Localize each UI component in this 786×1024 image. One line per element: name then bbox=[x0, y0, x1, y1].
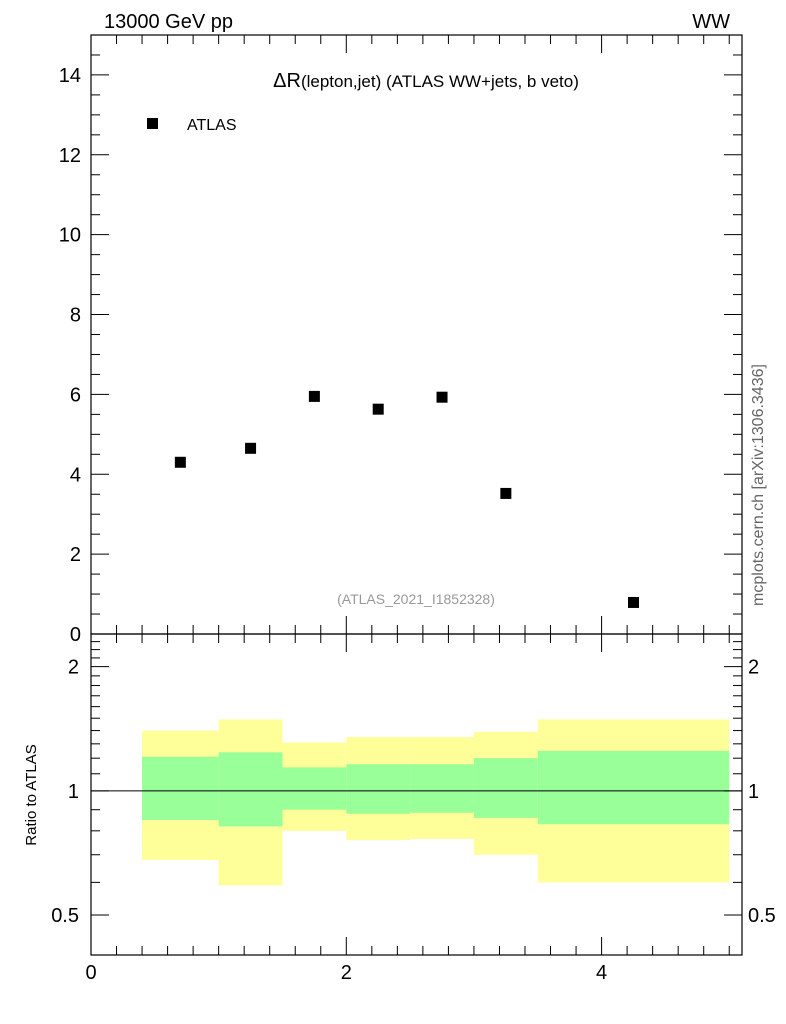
ratio-inner-band-2 bbox=[282, 767, 347, 810]
atlas-data-points bbox=[174, 390, 639, 608]
ratio-y-tick-label-right: 1 bbox=[748, 781, 759, 803]
main-axis-ticks: 0 2 4 6 8 10 12 14 bbox=[59, 34, 742, 646]
data-point bbox=[245, 442, 257, 454]
x-tick-label: 0 bbox=[85, 962, 96, 984]
ratio-y-tick-label-left: 0.5 bbox=[51, 905, 79, 927]
ratio-inner-band-3 bbox=[346, 764, 411, 814]
data-point bbox=[436, 391, 448, 403]
x-axis-ticks: 0 2 4 bbox=[85, 35, 730, 984]
ratio-axis-ticks: 0.5 0.5 1 1 2 2 bbox=[51, 641, 776, 956]
data-point bbox=[500, 487, 512, 499]
source-side-label: mcplots.cern.ch [arXiv:1306.3436] bbox=[750, 364, 767, 606]
main-y-tick-label: 14 bbox=[59, 65, 81, 87]
main-y-tick-label: 4 bbox=[70, 464, 81, 486]
main-y-tick-label: 2 bbox=[70, 544, 81, 566]
ratio-inner-band-1 bbox=[218, 752, 283, 827]
x-tick-label: 4 bbox=[596, 962, 607, 984]
title-rest: (ATLAS WW+jets, b veto) bbox=[381, 72, 579, 91]
energy-label: 13000 GeV pp bbox=[104, 11, 233, 33]
chart-title: ΔR(lepton,jet) (ATLAS WW+jets, b veto) bbox=[273, 70, 579, 92]
ratio-y-tick-label-right: 2 bbox=[748, 657, 759, 679]
analysis-watermark: (ATLAS_2021_I1852328) bbox=[337, 591, 495, 607]
data-point bbox=[372, 403, 384, 415]
data-point bbox=[308, 390, 320, 402]
main-y-tick-label: 0 bbox=[70, 624, 81, 646]
ratio-inner-band-4 bbox=[410, 764, 474, 813]
ratio-y-tick-label-left: 2 bbox=[68, 657, 79, 679]
data-point bbox=[174, 456, 186, 468]
main-y-tick-label: 8 bbox=[70, 305, 81, 327]
x-tick-label: 2 bbox=[341, 962, 352, 984]
main-y-tick-label: 12 bbox=[59, 145, 81, 167]
main-y-tick-label: 6 bbox=[70, 384, 81, 406]
legend-label-atlas: ATLAS bbox=[187, 117, 237, 134]
ratio-inner-band-5 bbox=[473, 758, 538, 818]
ratio-plot-frame bbox=[90, 633, 743, 956]
process-label: WW bbox=[692, 11, 730, 33]
legend-marker-atlas bbox=[147, 118, 158, 129]
main-y-tick-label: 10 bbox=[59, 225, 81, 247]
title-symbol: ΔR bbox=[273, 70, 301, 92]
data-point bbox=[628, 596, 639, 608]
ratio-y-tick-label-right: 0.5 bbox=[748, 905, 776, 927]
ratio-bands bbox=[142, 719, 730, 886]
title-subscript: (lepton,jet) bbox=[301, 72, 381, 91]
ratio-y-tick-label-left: 1 bbox=[68, 781, 79, 803]
ratio-inner-band-6 bbox=[537, 750, 730, 825]
ratio-y-axis-label: Ratio to ATLAS bbox=[23, 744, 40, 845]
ratio-inner-band-0 bbox=[142, 756, 219, 820]
